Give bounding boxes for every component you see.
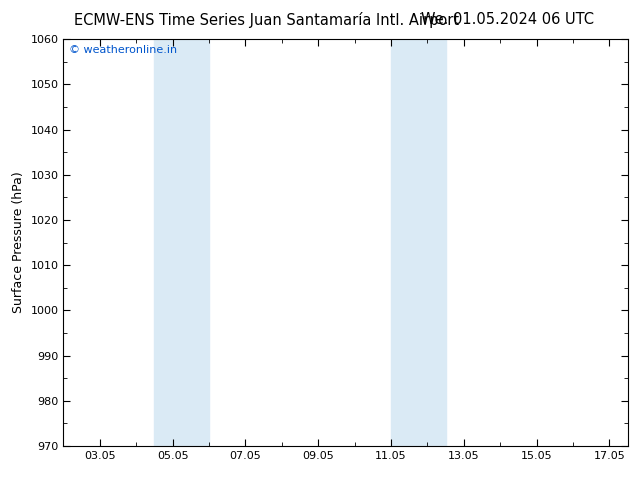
Text: © weatheronline.in: © weatheronline.in xyxy=(69,45,177,55)
Y-axis label: Surface Pressure (hPa): Surface Pressure (hPa) xyxy=(12,172,25,314)
Bar xyxy=(155,39,209,446)
Text: ECMW-ENS Time Series Juan Santamaría Intl. Airport: ECMW-ENS Time Series Juan Santamaría Int… xyxy=(74,12,459,28)
Bar xyxy=(391,39,446,446)
Text: We. 01.05.2024 06 UTC: We. 01.05.2024 06 UTC xyxy=(421,12,593,27)
